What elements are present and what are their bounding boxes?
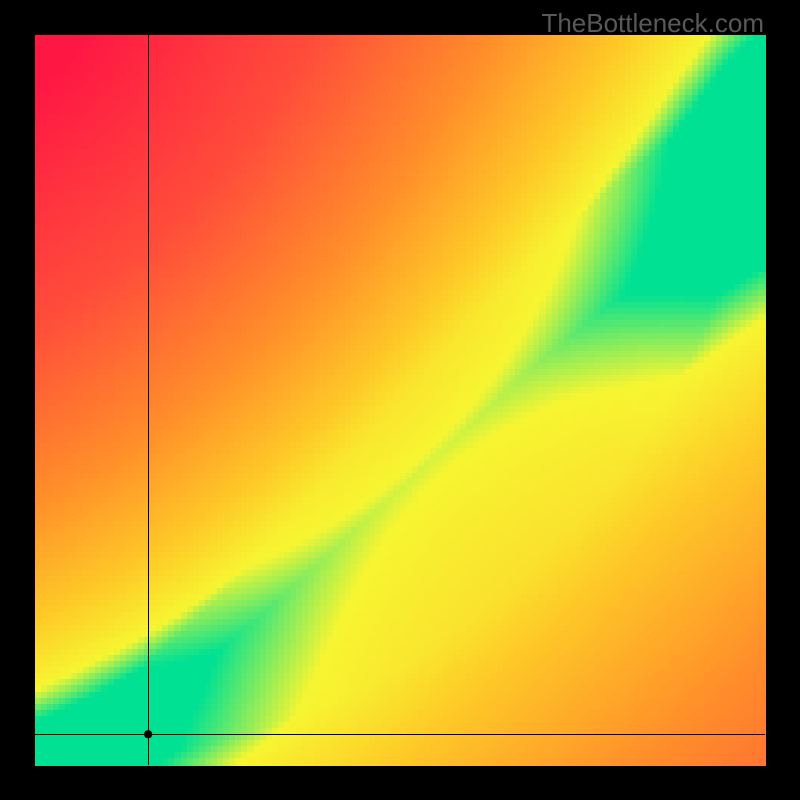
chart-container: TheBottleneck.com xyxy=(0,0,800,800)
bottleneck-heatmap xyxy=(0,0,800,800)
